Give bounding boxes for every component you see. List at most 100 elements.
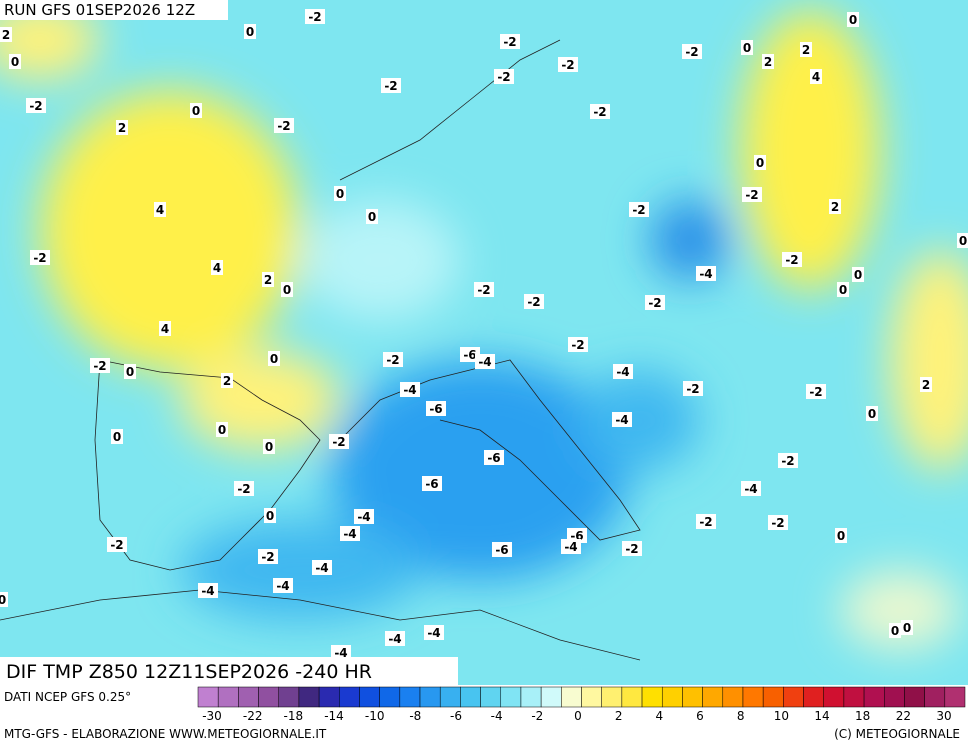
color-swatch: [762, 686, 784, 708]
label-box: [107, 537, 127, 552]
contour-label: 2: [764, 55, 772, 69]
contour-label: -4: [744, 482, 757, 496]
color-swatch: [379, 686, 401, 708]
color-swatch: [419, 686, 441, 708]
label-box: [806, 384, 826, 399]
color-swatch: [460, 686, 481, 708]
color-swatch: [641, 686, 663, 708]
color-swatch: [742, 686, 764, 708]
contour-label: -2: [771, 516, 784, 530]
contour-label: 0: [756, 156, 764, 170]
label-box: [889, 623, 901, 638]
contour-label: -4: [201, 584, 214, 598]
colorbar-tick: 4: [656, 709, 664, 723]
contour-label: -2: [632, 203, 645, 217]
header-box: [0, 0, 228, 20]
color-swatch: [661, 686, 683, 708]
label-box: [262, 272, 274, 287]
label-box: [268, 351, 280, 366]
contour-label: -4: [699, 267, 712, 281]
colorbar-tick: -2: [531, 709, 543, 723]
contour-label: -2: [781, 454, 794, 468]
contour-label: -2: [261, 550, 274, 564]
label-box: [159, 321, 171, 336]
color-swatch: [561, 686, 582, 708]
contour-label: 2: [2, 28, 10, 42]
contour-label: -4: [478, 355, 491, 369]
color-swatch: [843, 686, 865, 708]
colorbar-tick: 10: [774, 709, 789, 723]
color-swatch: [783, 686, 804, 708]
label-box: [800, 42, 812, 57]
label-box: [847, 12, 859, 27]
colorbar-tick: -4: [491, 709, 503, 723]
contour-label: 0: [283, 283, 291, 297]
contour-label: 0: [11, 55, 19, 69]
colorbar-tick: -18: [284, 709, 304, 723]
colorbar-tick: -6: [450, 709, 462, 723]
label-box: [258, 549, 278, 564]
label-box: [475, 354, 495, 369]
contour-label: 0: [336, 187, 344, 201]
label-box: [645, 295, 665, 310]
label-box: [26, 98, 46, 113]
label-box: [629, 202, 649, 217]
colorbar-tick: -30: [202, 709, 222, 723]
contour-label: 0: [265, 440, 273, 454]
label-box: [590, 104, 610, 119]
color-swatch: [540, 686, 562, 708]
label-box: [484, 450, 504, 465]
label-box: [778, 453, 798, 468]
label-box: [422, 476, 442, 491]
colorbar-tick: 14: [814, 709, 829, 723]
color-swatch: [339, 686, 360, 708]
label-box: [568, 337, 588, 352]
color-swatch: [399, 686, 421, 708]
color-swatch: [359, 686, 380, 708]
contour-label: -4: [343, 527, 356, 541]
label-box: [492, 542, 512, 557]
contour-label: -4: [276, 579, 289, 593]
label-box: [866, 406, 878, 421]
label-box: [852, 267, 864, 282]
contour-label: -2: [686, 382, 699, 396]
label-box: [835, 528, 847, 543]
contour-label: 4: [161, 322, 169, 336]
label-box: [500, 34, 520, 49]
contour-label: 0: [868, 407, 876, 421]
colorbar-tick: 2: [615, 709, 623, 723]
label-box: [111, 429, 123, 444]
label-box: [426, 401, 446, 416]
color-swatch: [823, 686, 845, 708]
contour-label: 0: [891, 624, 899, 638]
contour-label: -2: [237, 482, 250, 496]
color-swatch: [238, 686, 259, 708]
contour-label: -2: [386, 353, 399, 367]
contour-label: -2: [503, 35, 516, 49]
contour-label: 0: [959, 234, 967, 248]
label-box: [768, 515, 788, 530]
label-box: [754, 155, 766, 170]
contour-label: -6: [429, 402, 442, 416]
contour-label: -2: [93, 359, 106, 373]
label-box: [0, 27, 12, 42]
contour-label: 2: [118, 121, 126, 135]
contour-label: -4: [334, 646, 347, 660]
label-box: [957, 233, 968, 248]
color-swatch: [318, 686, 340, 708]
colorbar-tick: 22: [896, 709, 911, 723]
contour-label: -2: [308, 10, 321, 24]
contour-label: -2: [685, 45, 698, 59]
contour-label: -2: [29, 99, 42, 113]
label-box: [683, 381, 703, 396]
color-swatch: [924, 686, 946, 708]
contour-label: 2: [264, 273, 272, 287]
label-box: [474, 282, 494, 297]
colorbar-tick: 0: [574, 709, 582, 723]
contour-label: -2: [699, 515, 712, 529]
label-box: [274, 118, 294, 133]
label-box: [762, 54, 774, 69]
colorbar-tick: 8: [737, 709, 745, 723]
